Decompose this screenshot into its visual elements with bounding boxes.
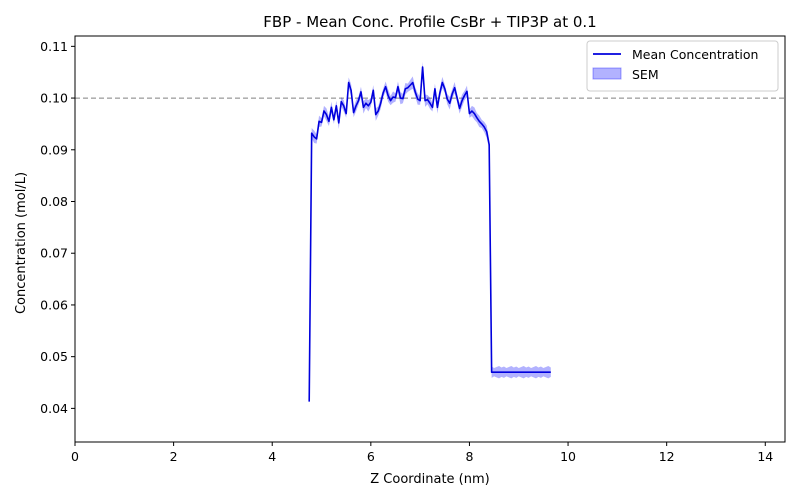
- x-tick-label: 6: [367, 449, 375, 464]
- legend-label-sem: SEM: [632, 67, 659, 82]
- x-tick-label: 10: [560, 449, 576, 464]
- legend-label-mean: Mean Concentration: [632, 47, 758, 62]
- plot-area: [74, 35, 786, 443]
- plot-frame: [74, 35, 786, 443]
- legend-box: [586, 40, 779, 92]
- y-tick-label: 0.08: [40, 194, 68, 209]
- y-tick-label: 0.04: [40, 401, 68, 416]
- chart-title: FBP - Mean Conc. Profile CsBr + TIP3P at…: [263, 13, 596, 31]
- legend: Mean Concentration SEM: [586, 40, 779, 92]
- x-tick-label: 14: [757, 449, 773, 464]
- y-tick-label: 0.06: [40, 297, 68, 312]
- y-tick-label: 0.07: [40, 246, 68, 261]
- y-axis-title: Concentration (mol/L): [14, 172, 29, 314]
- mean-concentration-line: [308, 66, 551, 402]
- x-axis: 0 2 4 6 8 10 12 14: [71, 442, 773, 464]
- x-tick-label: 0: [71, 449, 79, 464]
- y-axis: 0.04 0.05 0.06 0.07 0.08 0.09 0.10 0.11: [40, 39, 75, 416]
- x-tick-label: 2: [170, 449, 178, 464]
- y-tick-label: 0.09: [40, 142, 68, 157]
- y-tick-label: 0.11: [40, 39, 68, 54]
- x-tick-label: 8: [465, 449, 473, 464]
- legend-swatch-sem: [592, 67, 622, 80]
- x-tick-label: 4: [268, 449, 276, 464]
- y-tick-label: 0.05: [40, 349, 68, 364]
- y-tick-label: 0.10: [40, 91, 68, 106]
- x-axis-title: Z Coordinate (nm): [370, 472, 489, 487]
- x-tick-label: 12: [659, 449, 675, 464]
